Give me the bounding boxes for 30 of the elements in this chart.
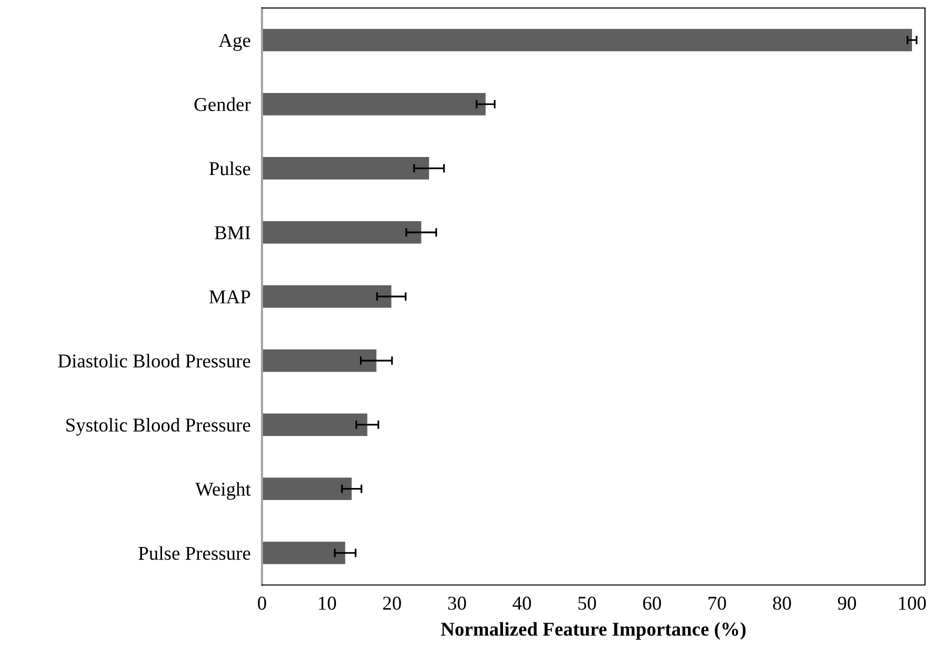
y-tick-label: Diastolic Blood Pressure (58, 354, 250, 368)
y-tick-label: MAP (209, 290, 250, 304)
x-tick-label: 0 (258, 596, 266, 610)
y-tick-label: BMI (214, 226, 250, 240)
bar (262, 542, 346, 564)
bar (262, 349, 376, 372)
x-tick-label: 20 (383, 596, 401, 610)
y-tick-label: Gender (194, 97, 251, 112)
y-tick-label: Weight (195, 482, 251, 500)
y-tick-label: Age (218, 34, 250, 51)
x-tick-label: 80 (773, 596, 791, 610)
x-tick-label: 100 (899, 596, 926, 610)
x-tick-label: 50 (578, 596, 596, 610)
bar (262, 157, 430, 180)
y-tick-label: Systolic Blood Pressure (66, 418, 250, 436)
x-axis-title: Normalized Feature Importance (%) (440, 622, 746, 640)
bar (262, 414, 368, 436)
bar (262, 28, 912, 52)
y-tick-label: Pulse (209, 162, 250, 176)
x-tick-label: 10 (318, 596, 336, 610)
x-tick-label: 40 (512, 596, 531, 610)
bar (262, 221, 422, 244)
x-tick-label: 60 (643, 596, 661, 610)
x-tick-label: 30 (448, 596, 466, 610)
x-tick-label: 70 (708, 596, 726, 610)
bar (262, 285, 392, 308)
bar (262, 92, 486, 116)
bar (262, 478, 352, 500)
y-tick-label: Pulse Pressure (138, 546, 250, 560)
x-tick-label: 90 (838, 596, 856, 610)
